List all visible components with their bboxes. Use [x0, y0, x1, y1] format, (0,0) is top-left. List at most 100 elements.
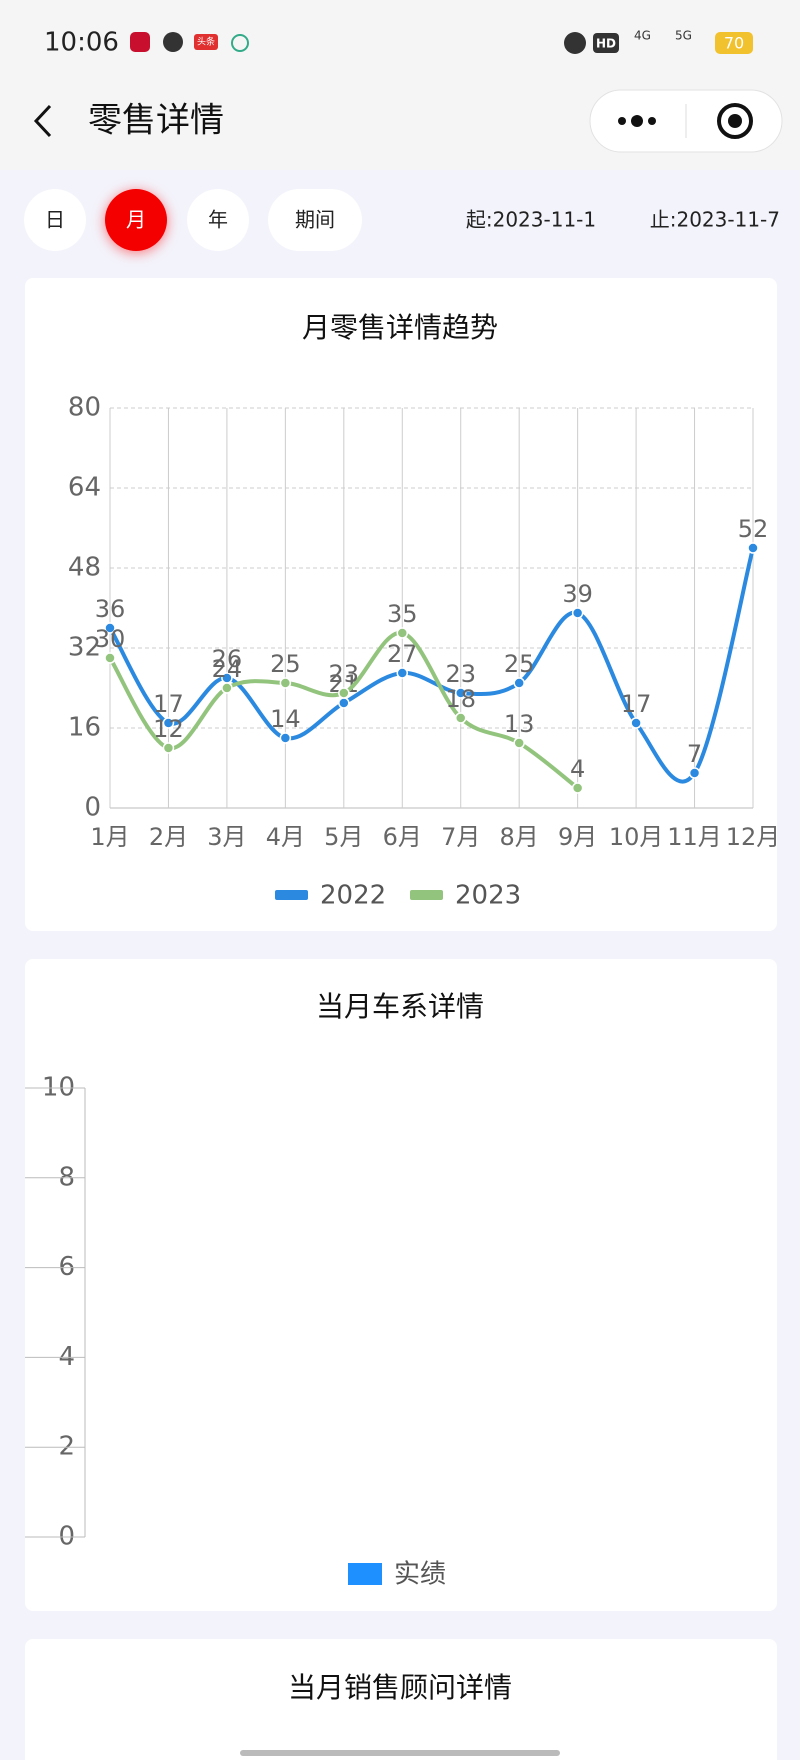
point — [454, 687, 467, 699]
data-label: 13 — [504, 710, 535, 738]
x-tick-label: 11月 — [667, 823, 722, 851]
more-dot — [648, 117, 656, 125]
data-label: 12 — [153, 715, 184, 743]
x-tick-label: 3月 — [207, 823, 246, 851]
data-label: 7 — [687, 740, 702, 768]
data-label: 23 — [329, 660, 360, 688]
chart-title: 月零售详情趋势 — [302, 311, 498, 344]
chat-icon — [163, 32, 183, 52]
data-label: 27 — [387, 640, 418, 668]
more-button[interactable] — [618, 117, 626, 125]
x-tick-label: 2月 — [149, 823, 188, 851]
point — [338, 697, 350, 709]
y-tick-label: 0 — [84, 793, 101, 823]
tab-label: 年 — [208, 208, 228, 232]
x-tick-label: 5月 — [324, 823, 363, 851]
x-tick-label: 4月 — [266, 823, 305, 851]
data-label: 25 — [504, 650, 535, 678]
app-icon — [130, 32, 150, 52]
legend-swatch — [348, 1563, 382, 1585]
home-indicator — [240, 1750, 560, 1756]
x-tick-label: 9月 — [558, 823, 597, 851]
page-title: 零售详情 — [88, 101, 224, 141]
tab-label: 期间 — [295, 208, 335, 232]
battery — [715, 32, 753, 54]
back-button[interactable] — [33, 104, 52, 138]
point — [747, 542, 759, 554]
data-label: 35 — [387, 600, 418, 628]
point — [104, 622, 116, 634]
tab[interactable] — [24, 189, 86, 251]
tab[interactable] — [268, 189, 362, 251]
x-tick-label: 8月 — [500, 823, 539, 851]
data-label: 17 — [621, 690, 652, 718]
close-dot — [728, 114, 742, 128]
legend-label: 2022 — [320, 881, 386, 911]
x-tick-label: 12月 — [726, 823, 781, 851]
y-tick-label: 16 — [68, 713, 101, 743]
point — [279, 677, 292, 689]
hd-badge — [593, 33, 619, 53]
x-tick-label: 6月 — [383, 823, 422, 851]
alarm-icon — [564, 32, 586, 54]
end-date: 止:2023-11-7 — [650, 208, 780, 232]
tab-label: 月 — [126, 208, 146, 232]
point — [454, 712, 467, 724]
x-tick-label: 1月 — [90, 823, 129, 851]
point — [513, 677, 525, 689]
x-tick-label: 10月 — [609, 823, 664, 851]
point — [571, 607, 584, 619]
y-tick-label: 32 — [68, 633, 101, 663]
news-icon — [194, 34, 218, 50]
card — [25, 1639, 777, 1760]
legend-swatch — [275, 890, 308, 900]
net-5g: 5G — [675, 29, 692, 43]
start-date: 起:2023-11-1 — [466, 208, 596, 232]
point — [630, 717, 642, 729]
status-time: 10:06 — [44, 28, 119, 58]
tab[interactable] — [187, 189, 249, 251]
data-label: 23 — [445, 660, 476, 688]
point — [162, 717, 175, 729]
close-button[interactable] — [717, 103, 753, 139]
card — [25, 959, 777, 1611]
data-label: 24 — [212, 655, 243, 683]
tab[interactable] — [105, 189, 167, 251]
point — [162, 742, 175, 754]
point — [571, 782, 584, 794]
battery-level: 70 — [724, 34, 744, 53]
data-label: 17 — [153, 690, 184, 718]
data-label: 4 — [570, 755, 585, 783]
section-title: 当月销售顾问详情 — [288, 1671, 512, 1704]
y-tick-label: 80 — [68, 393, 101, 423]
net-4g: 4G — [634, 29, 651, 43]
legend-label: 2023 — [455, 881, 521, 911]
point — [513, 737, 525, 749]
legend-swatch — [410, 890, 443, 900]
x-tick-label: 7月 — [441, 823, 480, 851]
point — [104, 652, 116, 664]
point — [279, 732, 292, 744]
data-label: 26 — [212, 645, 243, 673]
data-label: 25 — [270, 650, 301, 678]
point — [396, 667, 409, 679]
y-tick-label: 48 — [68, 553, 101, 583]
data-label: 52 — [738, 515, 769, 543]
hd-text: HD — [596, 37, 616, 51]
data-label: 30 — [95, 625, 126, 653]
data-label: 36 — [95, 595, 126, 623]
point — [338, 687, 350, 699]
y-tick-label: 64 — [68, 473, 101, 503]
msg-icon — [231, 34, 249, 52]
data-label: 39 — [562, 580, 593, 608]
news-icon-text: 头条 — [197, 36, 215, 48]
more-dot — [631, 115, 643, 127]
tab-label: 日 — [45, 208, 65, 232]
card — [25, 278, 777, 931]
legend-label: 实绩 — [394, 1560, 446, 1590]
point — [221, 682, 233, 694]
chart-title: 当月车系详情 — [316, 990, 484, 1023]
point — [688, 767, 701, 779]
